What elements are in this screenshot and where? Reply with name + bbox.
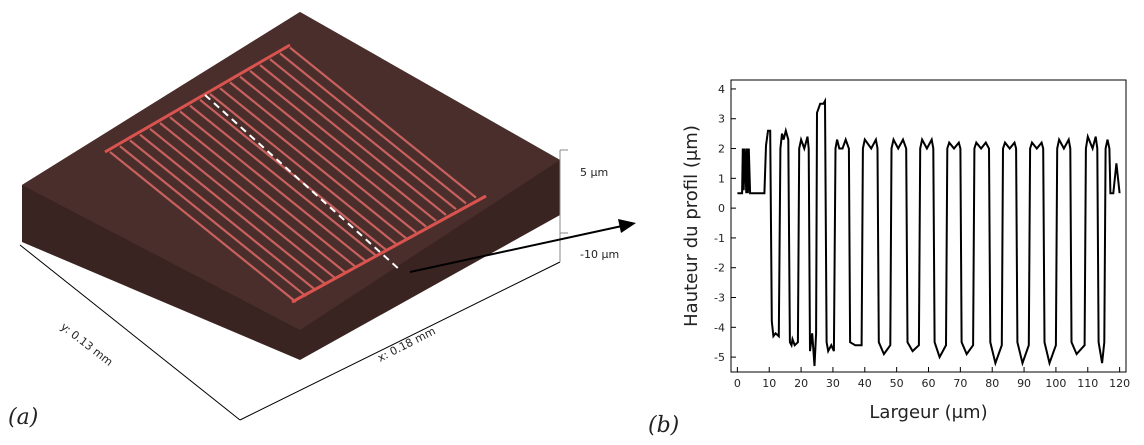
- x-tick-label: 50: [890, 377, 904, 390]
- x-tick-label: 10: [762, 377, 776, 390]
- x-tick-label: 90: [1017, 377, 1031, 390]
- profile-cut: [204, 94, 401, 271]
- stripe: [199, 98, 387, 251]
- y-tick-label: -3: [714, 292, 725, 305]
- y-tick-label: 2: [718, 143, 725, 156]
- stripes: [104, 43, 487, 304]
- x-size-label: x: 0.18 mm: [375, 324, 437, 364]
- panel-a-label: (a): [8, 405, 38, 430]
- stripe: [209, 93, 397, 245]
- stripe: [219, 87, 407, 240]
- stripe: [259, 64, 447, 216]
- y-size-label: y: 0.13 mm: [58, 320, 115, 369]
- stripe: [279, 52, 467, 205]
- stripe: [189, 104, 377, 257]
- stripe-end: [291, 194, 487, 304]
- x-tick-label: 30: [826, 377, 840, 390]
- stripe: [129, 139, 317, 292]
- x-tick-label: 80: [985, 377, 999, 390]
- y-tick-label: -1: [714, 232, 725, 245]
- stripe: [149, 127, 337, 280]
- x-tick-label: 100: [1045, 377, 1066, 390]
- y-extent-line: [19, 244, 241, 421]
- stripe: [139, 133, 327, 286]
- z-scale-top: 5 µm: [580, 166, 608, 179]
- stripe: [269, 58, 457, 211]
- z-scale-bottom: -10 µm: [580, 248, 619, 261]
- x-extent-line: [239, 261, 561, 421]
- y-tick-label: 0: [718, 202, 725, 215]
- afm-3d-image: 5 µm -10 µm x: 0.18 mm y: 0.13 mm (a): [8, 12, 636, 430]
- stripe: [249, 69, 437, 222]
- x-tick-label: 60: [922, 377, 936, 390]
- stripe: [119, 145, 307, 298]
- y-tick-label: 1: [718, 172, 725, 185]
- stripe: [229, 81, 417, 234]
- stripe: [179, 110, 367, 263]
- panel-b-label: (b): [648, 413, 679, 438]
- y-tick-label: 3: [718, 113, 725, 126]
- x-tick-label: 120: [1109, 377, 1130, 390]
- y-tick-label: -2: [714, 262, 725, 275]
- stripe: [289, 46, 477, 199]
- stripe: [159, 122, 347, 274]
- x-tick-label: 70: [953, 377, 967, 390]
- arrow: [409, 225, 623, 273]
- x-tick-label: 40: [858, 377, 872, 390]
- x-tick-label: 20: [794, 377, 808, 390]
- x-tick-label: 110: [1077, 377, 1098, 390]
- y-tick-label: 4: [718, 83, 725, 96]
- stripe: [239, 75, 427, 228]
- x-axis-title: Largeur (μm): [869, 402, 987, 423]
- arrow-head: [618, 219, 636, 233]
- x-tick-label: 0: [734, 377, 741, 390]
- stripe-end: [104, 43, 291, 154]
- stripe: [169, 116, 357, 269]
- profile-line: [737, 97, 1121, 367]
- y-axis-title: Hauteur du profil (μm): [681, 125, 702, 327]
- y-tick-label: -5: [714, 351, 725, 364]
- y-tick-label: -4: [714, 321, 725, 334]
- stripe: [109, 151, 297, 303]
